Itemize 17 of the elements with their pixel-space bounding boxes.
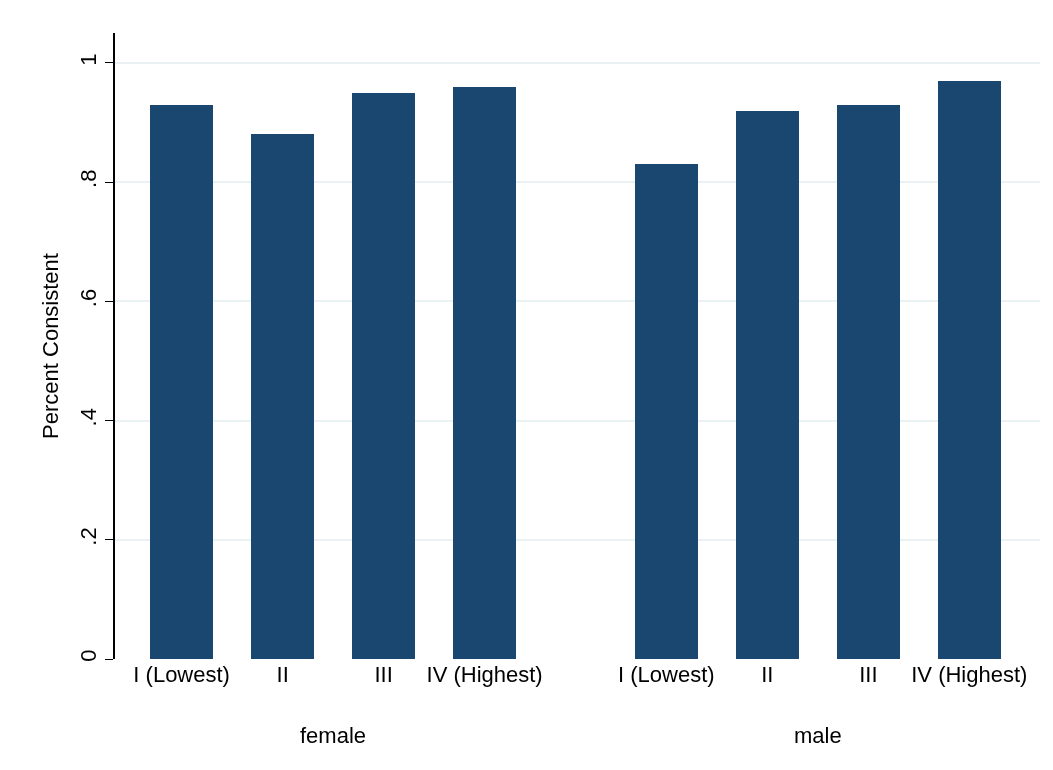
y-tick-label: .4 xyxy=(76,408,102,427)
text: male xyxy=(794,723,842,748)
x-tick-label: I (Lowest) xyxy=(618,662,715,687)
x-tick-label: II xyxy=(276,662,289,687)
y-tick-label: .8 xyxy=(76,169,102,188)
text: female xyxy=(300,723,367,748)
y-tick-label: .2 xyxy=(76,527,102,546)
y-tick-label: .6 xyxy=(76,288,102,308)
y-tick-label: 0 xyxy=(76,649,102,662)
x-tick-label: III xyxy=(859,662,878,687)
x-tick-label: IV (Highest) xyxy=(911,662,1028,687)
y-tick-label: 1 xyxy=(76,53,102,66)
x-tick-label: III xyxy=(374,662,393,687)
x-tick-label: IV (Highest) xyxy=(426,662,543,687)
y-axis-title: Percent Consistent xyxy=(37,253,63,439)
x-tick-label: I (Lowest) xyxy=(133,662,230,687)
x-tick-label: II xyxy=(761,662,774,687)
